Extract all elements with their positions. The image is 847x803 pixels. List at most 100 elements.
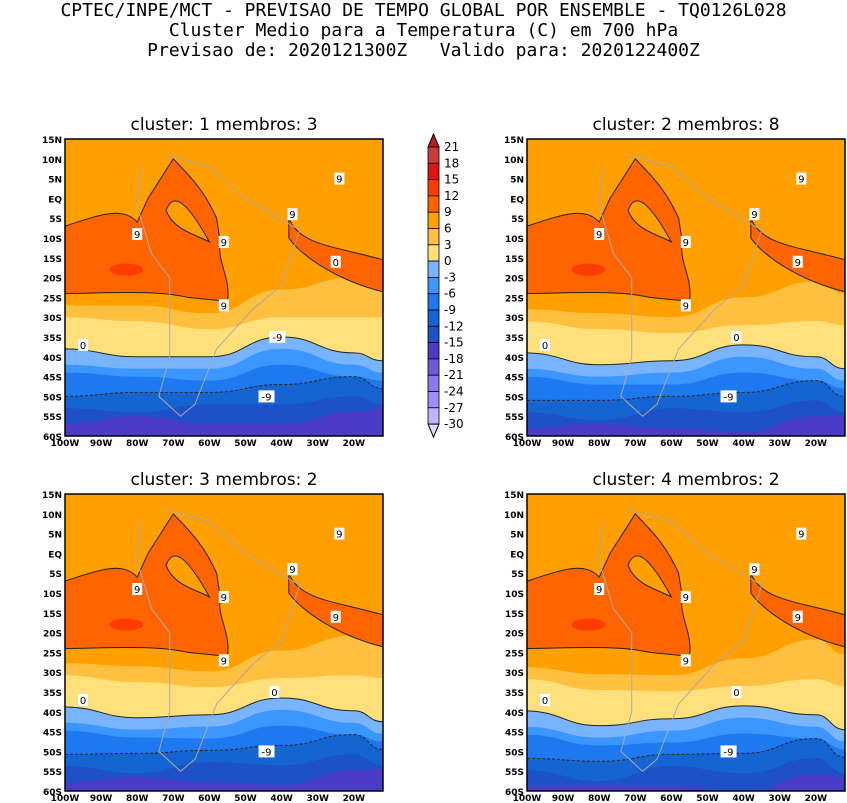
lat-tick-label: 20S [505, 275, 524, 285]
colorbar-bottom-arrow [427, 423, 440, 439]
lat-tick-label: 20S [505, 630, 524, 640]
lat-tick-label: 60S [505, 788, 524, 798]
lat-tick-label: 55S [505, 413, 524, 423]
lon-tick-label: 40W [270, 794, 293, 803]
contour-label: 9 [221, 238, 227, 249]
colorbar-label: -24 [444, 385, 464, 399]
isotherm-line [65, 697, 383, 723]
contour-label: 9 [683, 238, 689, 249]
panel-title: cluster: 1 membros: 3 [130, 115, 317, 135]
lat-tick-label: 5N [510, 531, 524, 541]
panel-title: cluster: 3 membros: 2 [130, 470, 317, 490]
temperature-field-6-9 [165, 555, 211, 599]
lon-tick-label: 50W [234, 439, 257, 449]
contour-label-bg [287, 208, 298, 221]
lat-tick-label: 40S [505, 354, 524, 364]
colorbar-top-arrow [427, 132, 440, 148]
colorbar-label: -15 [444, 336, 464, 350]
lon-tick-label: 50W [696, 439, 719, 449]
colorbar-label: 15 [444, 173, 459, 187]
lon-tick-label: 20W [805, 794, 828, 803]
contour-label-bg [792, 255, 803, 268]
lat-tick-label: 15N [504, 136, 524, 146]
lon-tick-label: 70W [624, 794, 647, 803]
lat-tick-label: 10S [505, 235, 524, 245]
lat-tick-label: 40S [43, 709, 62, 719]
temperature-field-9-12 [288, 573, 383, 648]
contour-label-bg [792, 610, 803, 623]
contour-label-bg [731, 686, 742, 698]
lon-tick-label: 90W [552, 439, 575, 449]
contour-label-bg [720, 390, 737, 403]
colorbar-label: 6 [444, 222, 452, 236]
temperature-band [527, 774, 845, 791]
contour-label-bg [78, 693, 89, 706]
contour-label: 9 [336, 175, 342, 186]
colorbar-label: -9 [444, 303, 456, 317]
contour-label: 9 [333, 613, 339, 624]
lat-tick-label: 45S [43, 374, 62, 384]
lat-tick-label: 50S [43, 393, 62, 403]
map-panel-1: cluster: 1 membros: 3 9 9 9 9 9 0 0 -9 -9 15N 10N 5N… [42, 115, 384, 449]
colorbar-label: -6 [444, 287, 456, 301]
contour-label: 9 [221, 301, 227, 312]
map-frame [64, 493, 384, 792]
contour-label-bg [287, 563, 298, 576]
contour-label: -9 [262, 392, 272, 403]
contour-label: 9 [289, 565, 295, 576]
lon-tick-label: 90W [90, 439, 113, 449]
colorbar-label: 0 [444, 254, 452, 268]
contour-label-bg [594, 583, 605, 596]
lat-tick-label: 30S [505, 669, 524, 679]
contour-label: 9 [683, 656, 689, 667]
lon-tick-label: 20W [805, 439, 828, 449]
contour-label-bg [334, 527, 345, 540]
lat-tick-label: 25S [43, 294, 62, 304]
colorbar-label: 9 [444, 205, 452, 219]
contour-label: 9 [683, 301, 689, 312]
lat-tick-label: 35S [505, 334, 524, 344]
colorbar-swatch [427, 276, 440, 295]
lat-tick-label: 5S [511, 570, 524, 580]
lat-tick-label: 10S [43, 235, 62, 245]
colorbar-swatch [427, 293, 440, 311]
colorbar-swatch [427, 179, 440, 197]
contour-label-bg [218, 235, 229, 248]
lon-tick-label: 90W [90, 794, 113, 803]
lon-tick-label: 100W [51, 794, 80, 803]
contour-label-bg [334, 172, 345, 185]
colorbar-label: -30 [444, 417, 464, 431]
contour-label-bg [218, 590, 229, 603]
lon-tick-label: 80W [126, 794, 149, 803]
lat-tick-label: 60S [505, 433, 524, 443]
contour-label: 9 [683, 593, 689, 604]
temperature-field-6-9 [165, 200, 211, 244]
lon-tick-label: 30W [768, 439, 791, 449]
map-area: 9 9 9 9 9 0 0 -9 -9 [65, 139, 383, 436]
lat-tick-label: 10N [42, 156, 62, 166]
colorbar-label: -12 [444, 319, 464, 333]
contour-label-bg [269, 686, 280, 698]
lat-tick-label: 45S [505, 374, 524, 384]
lon-tick-label: 50W [234, 794, 257, 803]
coastline [598, 509, 763, 772]
contour-label: 0 [733, 688, 739, 699]
lat-tick-label: 25S [505, 649, 524, 659]
isotherm-line [527, 344, 845, 370]
colorbar-swatch [427, 309, 440, 327]
contour-label-bg [749, 563, 760, 576]
lon-tick-label: 80W [126, 439, 149, 449]
contour-label-bg [749, 208, 760, 221]
contour-label-bg [218, 654, 229, 667]
lat-tick-label: 40S [43, 354, 62, 364]
contour-label: 9 [798, 175, 804, 186]
isotherm-line [65, 734, 383, 755]
map-panel-4: cluster: 4 membros: 2 9 9 9 9 9 9 0 0 -9 15N 10N 5N E… [504, 470, 846, 803]
colorbar-swatch [427, 391, 440, 409]
panel-title: cluster: 4 membros: 2 [592, 470, 779, 490]
colorbar-swatch [427, 146, 440, 164]
contour-label-bg [680, 235, 691, 248]
lon-tick-label: 90W [552, 794, 575, 803]
colorbar-label: 3 [444, 238, 452, 252]
